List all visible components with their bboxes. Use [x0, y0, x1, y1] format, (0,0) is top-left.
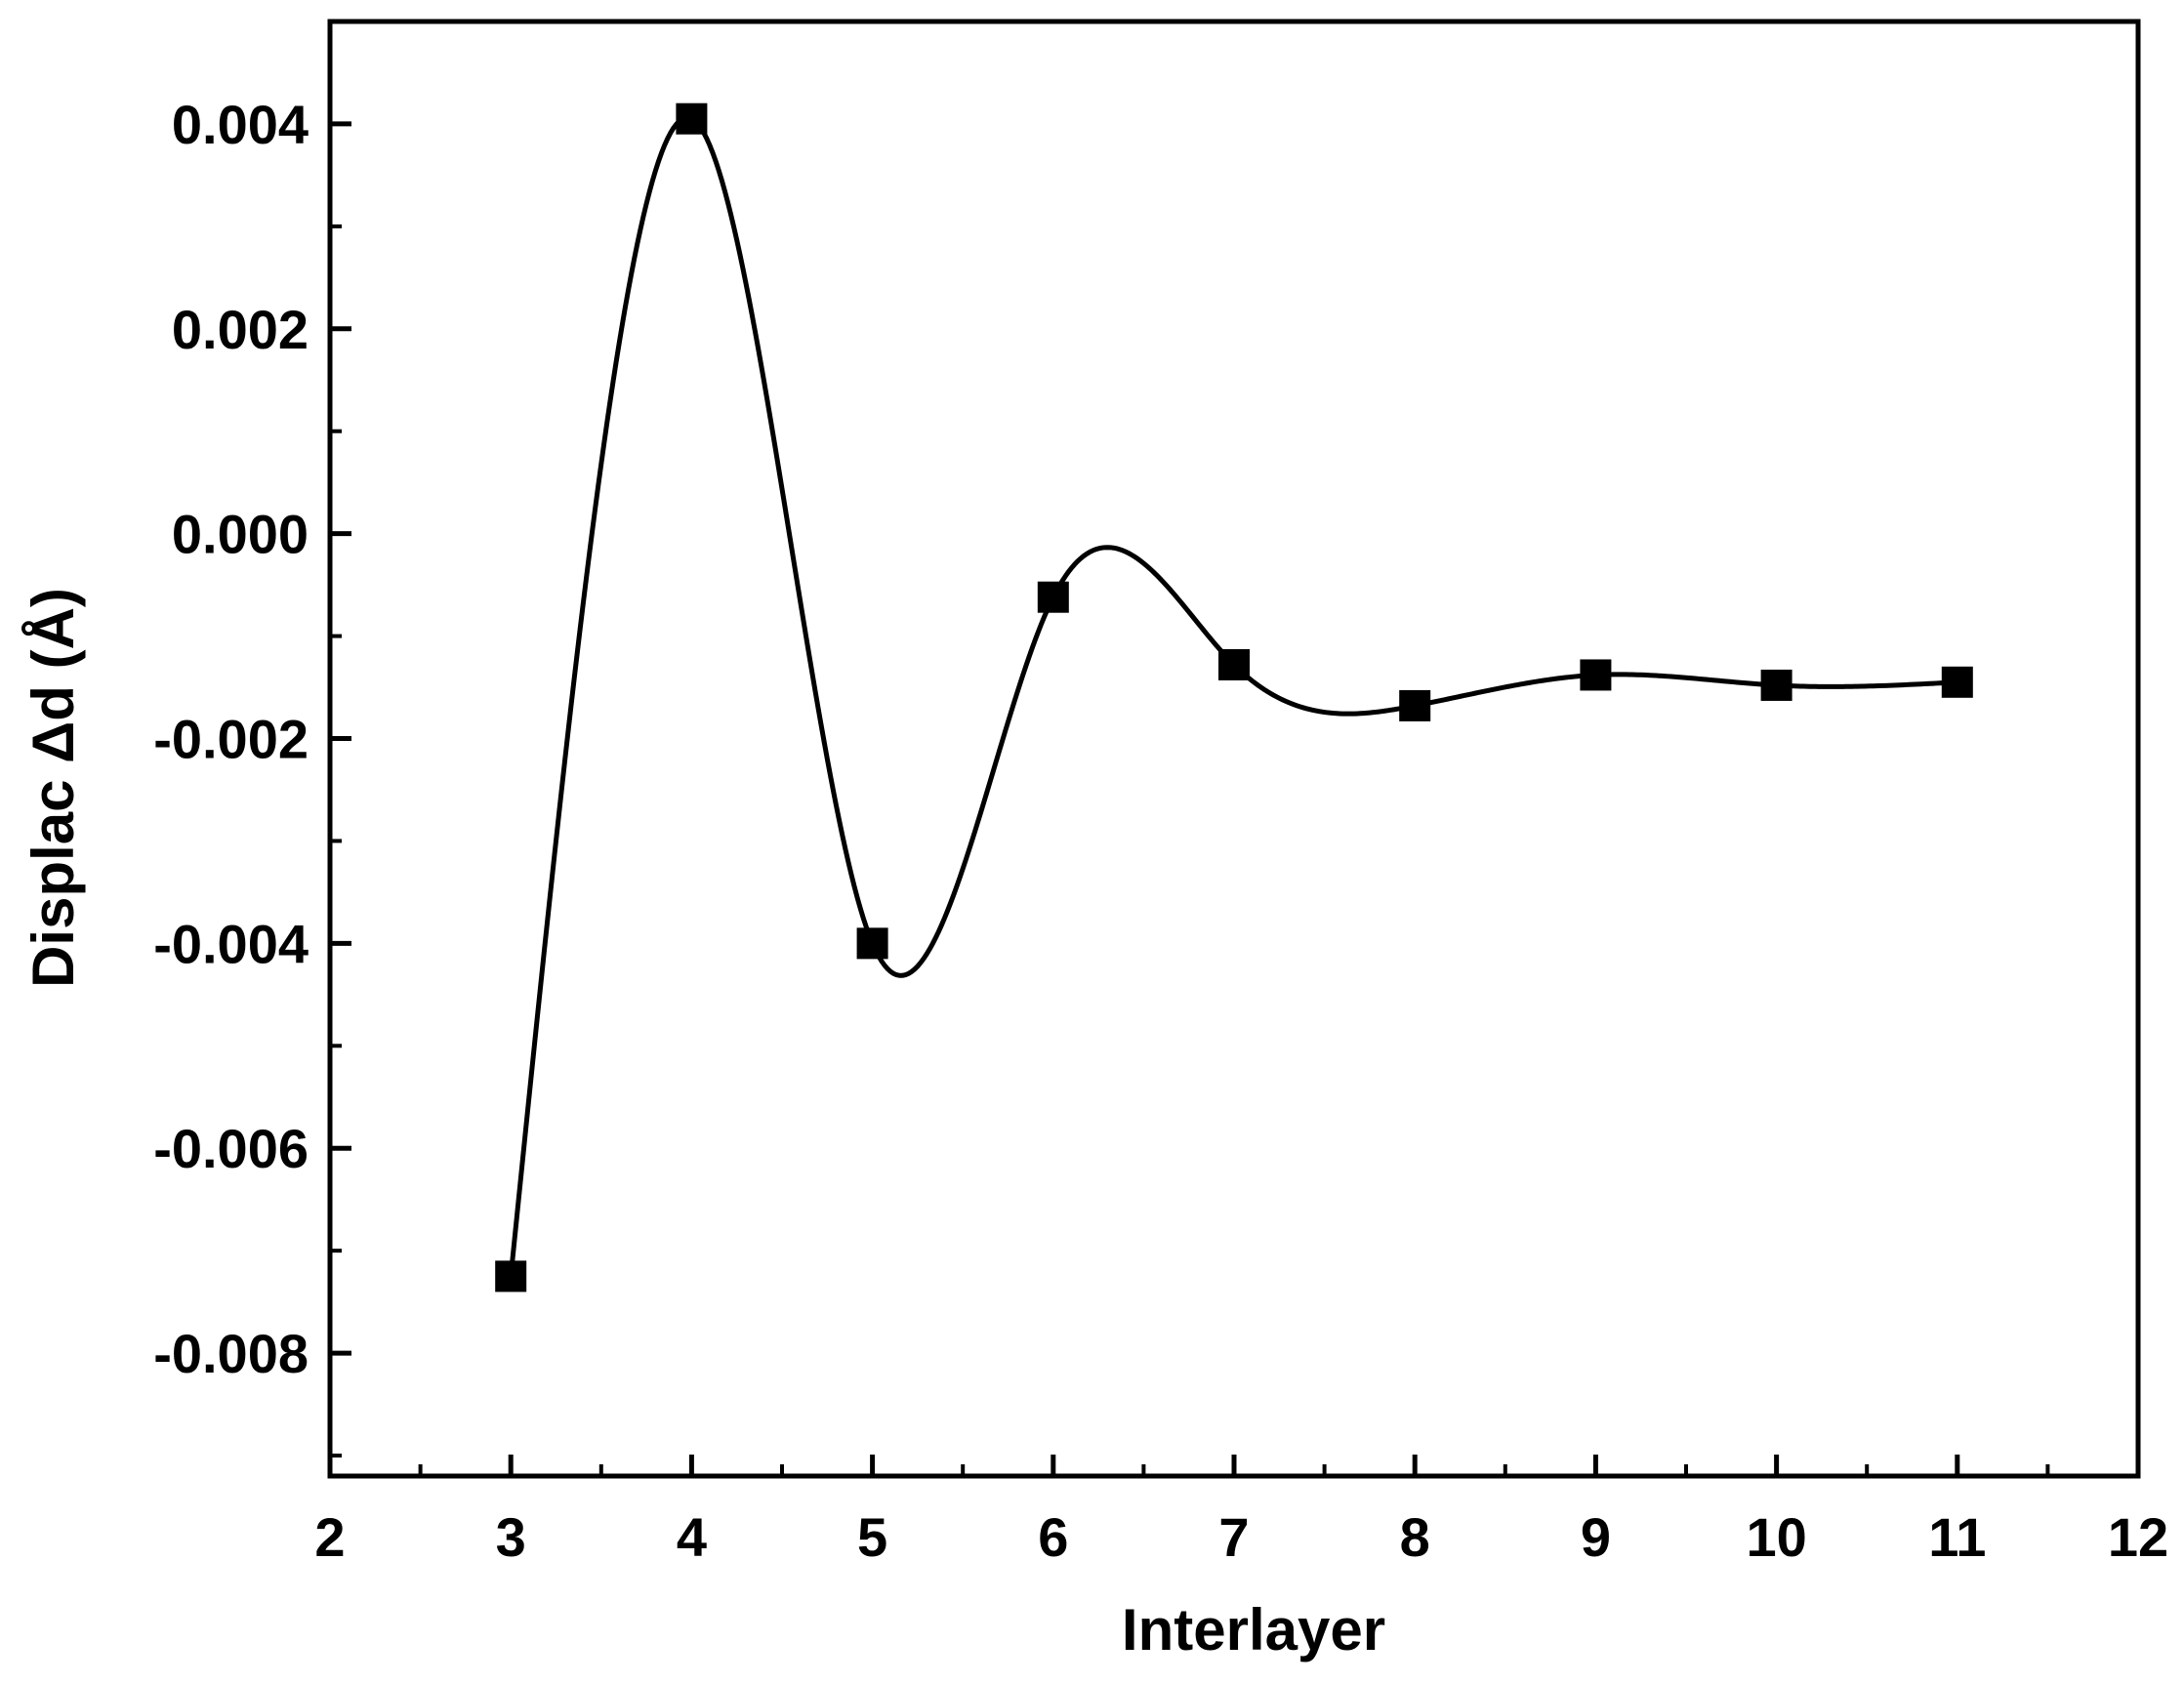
- data-point-marker: [1941, 666, 1973, 698]
- data-point-marker: [676, 103, 708, 135]
- data-point-marker: [495, 1260, 527, 1293]
- x-tick-label: 11: [1928, 1506, 1986, 1568]
- y-tick-label: -0.002: [153, 709, 309, 770]
- data-point-marker: [1399, 689, 1431, 721]
- x-tick-label: 6: [1038, 1506, 1068, 1568]
- x-tick-label: 7: [1218, 1506, 1249, 1568]
- y-axis-title: Displac Δd (Å): [21, 588, 86, 988]
- data-point-marker: [1760, 669, 1793, 701]
- series-markers: [495, 103, 1973, 1293]
- series-curve: [508, 115, 1957, 1277]
- y-axis-ticks: [330, 121, 351, 1458]
- y-tick-label: 0.004: [172, 94, 309, 155]
- x-axis-ticks: [327, 1455, 2141, 1476]
- y-tick-label: -0.004: [153, 913, 309, 974]
- y-tick-labels: -0.008 -0.006 -0.004 -0.002 0.000 0.002 0.004: [153, 94, 309, 1384]
- y-tick-label: -0.006: [153, 1118, 309, 1179]
- x-tick-labels: 2 3 4 5 6 7 8 9 10 11 12: [314, 1506, 2168, 1568]
- x-tick-label: 9: [1581, 1506, 1611, 1568]
- data-point-marker: [1037, 581, 1069, 613]
- x-tick-label: 3: [496, 1506, 526, 1568]
- x-axis-title: Interlayer: [1122, 1597, 1385, 1662]
- y-tick-label: 0.000: [172, 504, 309, 565]
- data-point-marker: [856, 927, 888, 960]
- x-tick-label: 10: [1746, 1506, 1806, 1568]
- plot-frame: [327, 19, 2141, 1479]
- y-tick-label: -0.008: [153, 1323, 309, 1384]
- x-tick-label: 4: [677, 1506, 707, 1568]
- x-tick-label: 5: [857, 1506, 887, 1568]
- data-point-marker: [1218, 648, 1250, 680]
- data-point-marker: [1580, 659, 1612, 691]
- x-tick-label: 12: [2108, 1506, 2168, 1568]
- x-tick-label: 2: [314, 1506, 345, 1568]
- x-tick-label: 8: [1400, 1506, 1430, 1568]
- y-tick-label: 0.002: [172, 299, 309, 360]
